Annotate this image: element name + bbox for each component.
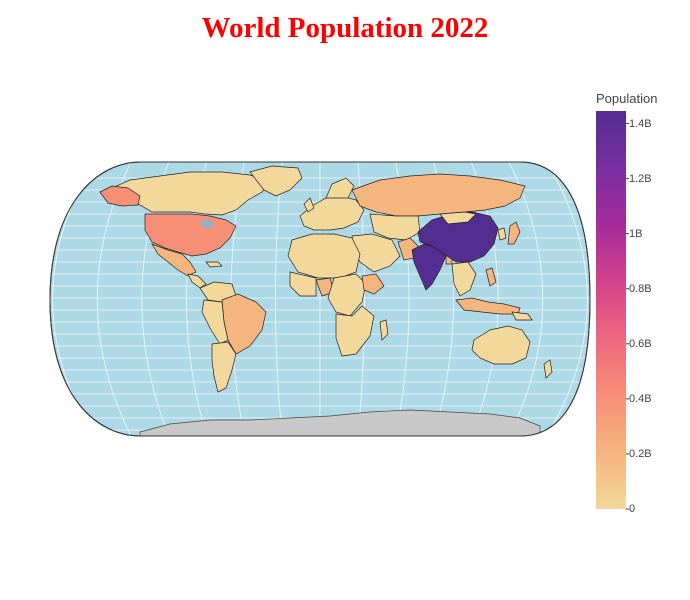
country-canada[interactable] — [111, 171, 271, 216]
country-australia[interactable] — [471, 325, 531, 365]
colorbar-tick-label: 1.2B — [629, 172, 652, 185]
graticule-meridian — [275, 162, 283, 436]
great-lakes — [200, 220, 214, 228]
country-central-africa[interactable] — [327, 273, 367, 317]
country-mexico[interactable] — [151, 243, 197, 277]
colorbar-tick-label: 0.4B — [629, 392, 652, 405]
graticule-meridian — [546, 162, 588, 436]
colorbar-tick-label: 0.8B — [629, 282, 652, 295]
country-alaska[interactable] — [99, 185, 141, 207]
colorbar-title: Population — [596, 91, 658, 106]
country-north-africa[interactable] — [287, 233, 361, 279]
country-scandinavia[interactable] — [325, 177, 355, 199]
colorbar-tick-label: 0 — [629, 503, 636, 515]
colorbar-tick-label: 1.4B — [629, 117, 652, 130]
country-uk[interactable] — [303, 197, 315, 213]
country-southern-africa[interactable] — [335, 305, 375, 357]
colorbar-tick-label: 0.2B — [629, 447, 652, 460]
country-caribbean[interactable] — [205, 261, 223, 268]
country-madagascar[interactable] — [379, 319, 389, 341]
graticule-meridian — [508, 162, 544, 436]
colorbar-tick-label: 1B — [629, 227, 643, 240]
country-japan[interactable] — [507, 221, 521, 245]
country-peru-bolivia[interactable] — [201, 299, 229, 345]
country-russia[interactable] — [351, 173, 526, 217]
country-united-states[interactable] — [144, 213, 237, 257]
country-central-asia[interactable] — [369, 213, 421, 241]
country-central-america[interactable] — [187, 273, 207, 289]
country-new-zealand[interactable] — [543, 359, 553, 379]
map-title: World Population 2022 — [201, 12, 489, 44]
colorbar-ticks — [626, 123, 629, 510]
country-korea[interactable] — [497, 227, 507, 241]
country-ethiopia[interactable] — [361, 273, 385, 295]
country-indonesia[interactable] — [455, 297, 521, 315]
country-papua[interactable] — [511, 311, 533, 321]
country-west-africa[interactable] — [289, 271, 317, 297]
country-mongolia[interactable] — [439, 211, 477, 225]
colorbar — [596, 111, 626, 509]
map-contents — [50, 162, 590, 436]
globe-outline — [49, 161, 591, 437]
country-philippines[interactable] — [485, 267, 497, 287]
country-argentina-chile[interactable] — [211, 341, 237, 393]
country-southeast-asia[interactable] — [451, 261, 477, 297]
country-europe[interactable] — [299, 195, 365, 231]
country-greenland[interactable] — [249, 165, 303, 197]
colorbar-tick-label: 0.6B — [629, 337, 652, 350]
